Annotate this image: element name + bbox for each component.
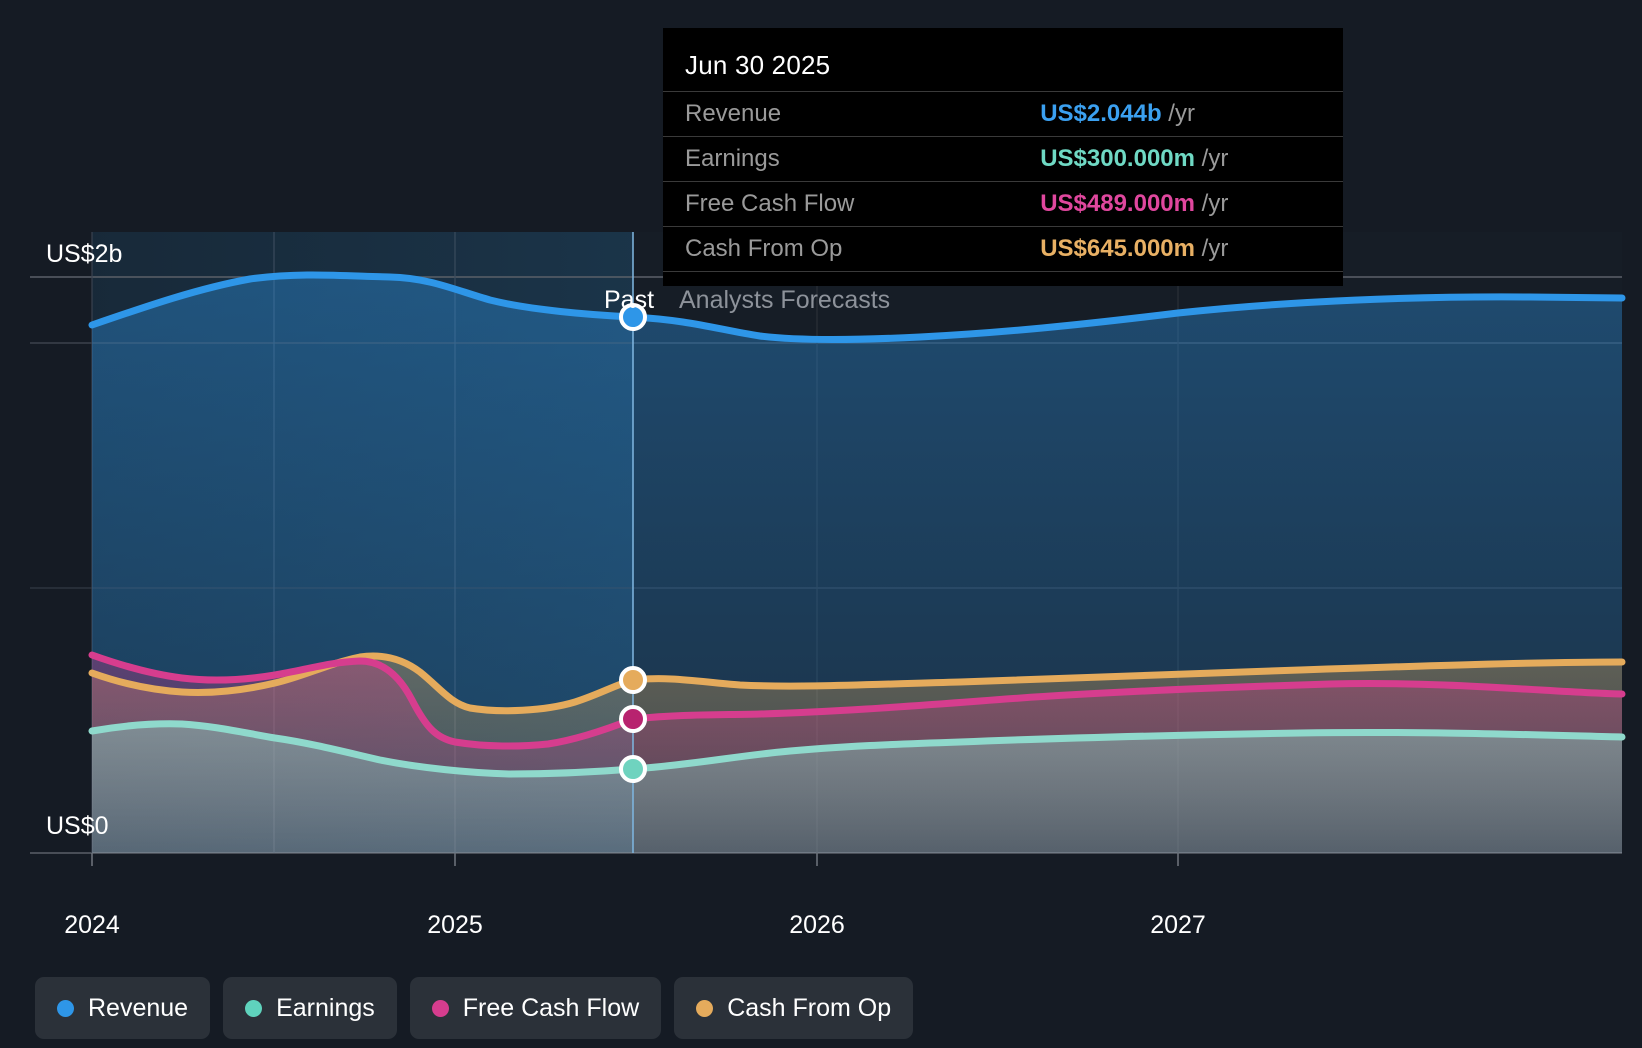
tooltip-label-cash-from-op: Cash From Op: [663, 226, 1031, 272]
y-axis-label-top: US$2b: [46, 240, 123, 268]
tooltip-date: Jun 30 2025: [685, 50, 831, 80]
tooltip-value-free-cash-flow: US$489.000m /yr: [1030, 181, 1343, 227]
earnings-line: [88, 720, 1626, 778]
earnings-point-marker[interactable]: [619, 755, 647, 783]
cash-from-op-line: [88, 652, 1626, 715]
legend-label-revenue: Revenue: [88, 993, 189, 1022]
x-axis-label-2027: 2027: [1150, 911, 1206, 939]
free-cash-flow-point-marker[interactable]: [619, 705, 647, 733]
y-axis-label-zero: US$0: [46, 812, 109, 840]
data-tooltip: Jun 30 2025 Revenue US$2.044b /yr Earnin…: [663, 28, 1343, 286]
tooltip-label-free-cash-flow: Free Cash Flow: [663, 181, 1031, 227]
tooltip-table: Revenue US$2.044b /yr Earnings US$300.00…: [663, 91, 1343, 272]
tooltip-row-revenue: Revenue US$2.044b /yr: [663, 91, 1343, 137]
legend-dot-earnings-icon: [245, 999, 263, 1017]
tooltip-label-revenue: Revenue: [663, 91, 1031, 137]
tooltip-amount-revenue: US$2.044b: [1040, 100, 1162, 127]
x-axis-label-2024: 2024: [64, 911, 120, 939]
tooltip-amount-earnings: US$300.000m: [1040, 145, 1195, 172]
tooltip-value-cash-from-op: US$645.000m /yr: [1030, 226, 1343, 272]
tooltip-unit-earnings: /yr: [1201, 145, 1229, 172]
revenue-line: [88, 271, 1626, 343]
x-axis-label-2026: 2026: [789, 911, 845, 939]
x-axis-label-2025: 2025: [427, 911, 483, 939]
legend-label-earnings: Earnings: [276, 993, 375, 1022]
tooltip-row-earnings: Earnings US$300.000m /yr: [663, 136, 1343, 182]
legend-item-free-cash-flow[interactable]: Free Cash Flow: [409, 977, 662, 1039]
free-cash-flow-line: [88, 651, 1626, 750]
tooltip-amount-free-cash-flow: US$489.000m: [1040, 190, 1195, 217]
forecast-band-label: Analysts Forecasts: [679, 286, 891, 314]
past-band-label: Past: [604, 286, 655, 314]
revenue-point-marker[interactable]: [619, 303, 647, 331]
cash-from-op-point-marker[interactable]: [619, 666, 647, 694]
tooltip-unit-revenue: /yr: [1168, 100, 1195, 127]
earnings-area: [92, 723, 1622, 853]
legend-dot-cash-from-op-icon: [696, 999, 714, 1017]
tooltip-unit-free-cash-flow: /yr: [1201, 190, 1229, 217]
tooltip-row-cash-from-op: Cash From Op US$645.000m /yr: [663, 226, 1343, 272]
tooltip-value-revenue: US$2.044b /yr: [1030, 91, 1343, 137]
legend-item-earnings[interactable]: Earnings: [223, 977, 397, 1039]
legend-item-revenue[interactable]: Revenue: [35, 977, 211, 1039]
legend-label-free-cash-flow: Free Cash Flow: [462, 993, 640, 1022]
tooltip-row-free-cash-flow: Free Cash Flow US$489.000m /yr: [663, 181, 1343, 227]
tooltip-value-earnings: US$300.000m /yr: [1030, 136, 1343, 182]
chart-legend: Revenue Earnings Free Cash Flow Cash Fro…: [35, 977, 914, 1039]
legend-item-cash-from-op[interactable]: Cash From Op: [674, 977, 914, 1039]
tooltip-label-earnings: Earnings: [663, 136, 1031, 182]
legend-label-cash-from-op: Cash From Op: [727, 993, 892, 1022]
legend-dot-free-cash-flow-icon: [431, 999, 449, 1017]
tooltip-amount-cash-from-op: US$645.000m: [1040, 235, 1195, 262]
legend-dot-revenue-icon: [57, 999, 74, 1017]
tooltip-unit-cash-from-op: /yr: [1201, 235, 1229, 262]
